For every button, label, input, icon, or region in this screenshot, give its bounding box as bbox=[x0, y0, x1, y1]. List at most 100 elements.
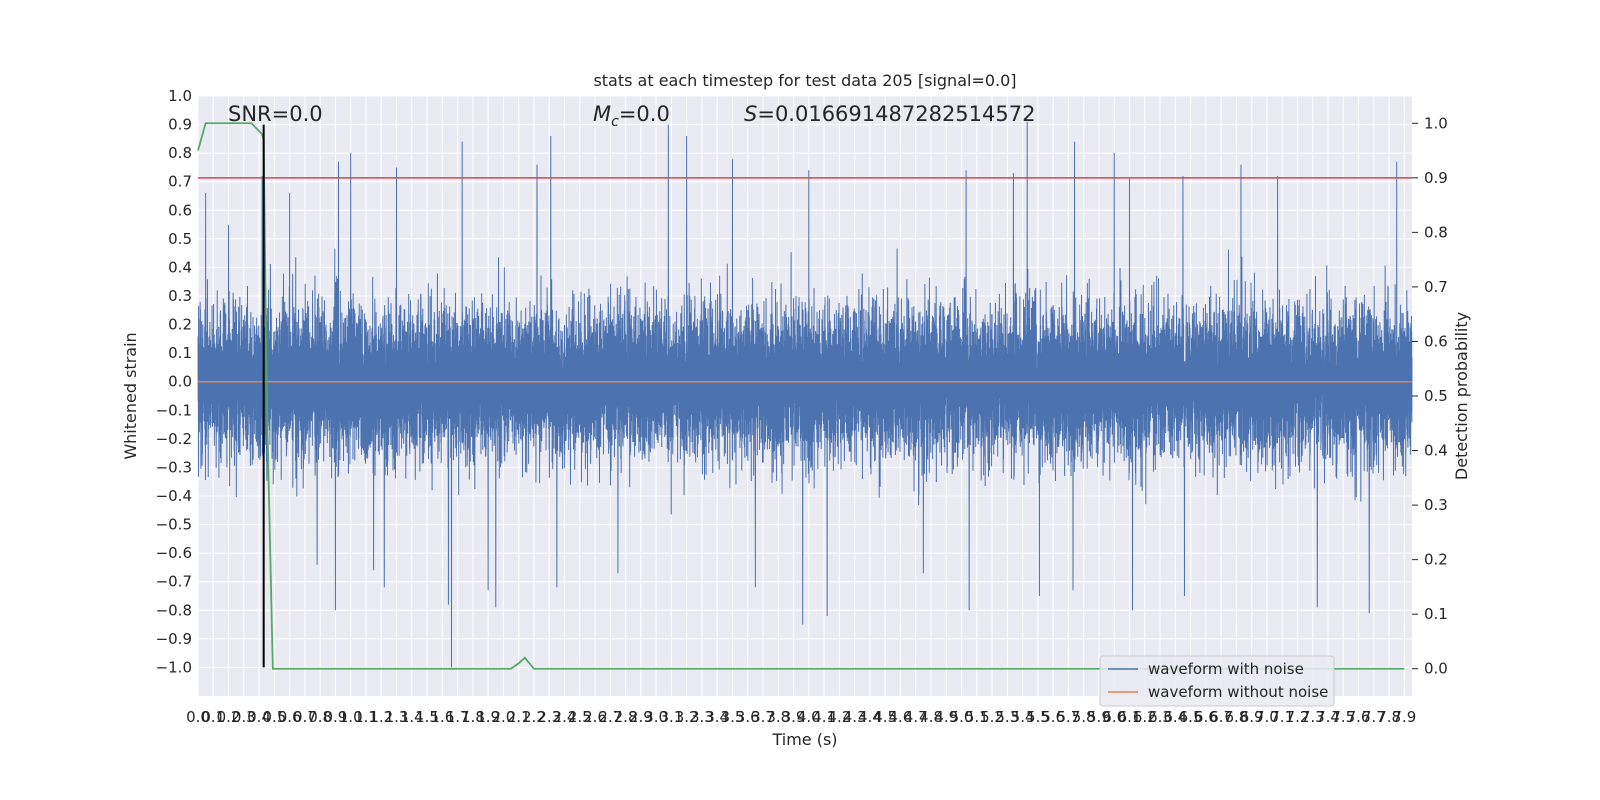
x-tick-label: 7.9 bbox=[1392, 708, 1416, 726]
series-detection-probability bbox=[197, 122, 1405, 670]
y-tick-label-left: 0.3 bbox=[168, 287, 192, 305]
x-tick-label: 6.9 bbox=[1240, 708, 1264, 726]
x-tick-label: 2.3 bbox=[537, 708, 561, 726]
x-tick-label: 0.0 bbox=[186, 708, 210, 726]
x-tick-label: 6.1 bbox=[1118, 708, 1142, 726]
x-tick-label: 0.7 bbox=[293, 708, 317, 726]
legend-label-waveform-with-noise: waveform with noise bbox=[1148, 660, 1304, 678]
x-tick-label: 2.7 bbox=[598, 708, 622, 726]
x-tick-label: 6.7 bbox=[1209, 708, 1233, 726]
x-tick-labels: 0.00.10.20.30.40.50.60.70.80.91.01.11.21… bbox=[186, 708, 1416, 726]
chirp-mass-value: =0.0 bbox=[619, 102, 670, 126]
x-tick-label: 3.8 bbox=[766, 708, 790, 726]
x-tick-label: 7.5 bbox=[1331, 708, 1355, 726]
chart-title: stats at each timestep for test data 205… bbox=[593, 71, 1016, 90]
x-tick-label: 0.9 bbox=[324, 708, 348, 726]
y-tick-label-left: 0.4 bbox=[168, 258, 192, 276]
x-tick-label: 4.7 bbox=[904, 708, 928, 726]
x-tick-label: 5.6 bbox=[1041, 708, 1065, 726]
x-tick-label: 1.1 bbox=[354, 708, 378, 726]
y-tick-label-left: 0.0 bbox=[168, 373, 192, 391]
y-tick-label-left: 0.9 bbox=[168, 116, 192, 134]
x-tick-label: 3.2 bbox=[675, 708, 699, 726]
x-tick-label: 3.0 bbox=[644, 708, 668, 726]
y-tick-label-left: −0.2 bbox=[156, 430, 192, 448]
x-tick-label: 4.2 bbox=[827, 708, 851, 726]
x-tick-label: 0.5 bbox=[262, 708, 286, 726]
x-tick-label: 1.5 bbox=[415, 708, 439, 726]
y-tick-label-right: 0.5 bbox=[1424, 387, 1448, 405]
y-tick-label-left: −0.7 bbox=[156, 573, 192, 591]
y-tick-label-left: 0.8 bbox=[168, 144, 192, 162]
y-tick-labels-left: 1.0 0.9 0.8 0.7 0.6 0.5 0.4 0.3 0.2 0.1 0.0 −0.1 −0.… bbox=[156, 87, 192, 676]
series-waveform-with-noise bbox=[197, 121, 1413, 668]
y-tick-label-left: −0.9 bbox=[156, 630, 192, 648]
y-tick-label-right: 0.9 bbox=[1424, 169, 1448, 187]
x-tick-label: 0.1 bbox=[201, 708, 225, 726]
x-tick-label: 2.2 bbox=[522, 708, 546, 726]
y-tick-label-left: −0.6 bbox=[156, 544, 192, 562]
x-tick-label: 4.4 bbox=[858, 708, 882, 726]
y-tick-labels-right: 1.0 0.9 0.8 0.7 0.6 0.5 0.4 0.3 0.2 0.1 0.0 bbox=[1412, 114, 1448, 678]
x-tick-label: 3.6 bbox=[736, 708, 760, 726]
snr-annotation: SNR=0.0 bbox=[228, 102, 323, 126]
x-tick-label: 2.1 bbox=[507, 708, 531, 726]
reference-lines bbox=[198, 124, 1412, 668]
x-tick-label: 4.1 bbox=[812, 708, 836, 726]
x-tick-label: 2.0 bbox=[491, 708, 515, 726]
x-tick-label: 0.8 bbox=[308, 708, 332, 726]
x-tick-label: 5.1 bbox=[965, 708, 989, 726]
y-tick-label-right: 0.3 bbox=[1424, 496, 1448, 514]
x-tick-label: 6.3 bbox=[1148, 708, 1172, 726]
y-tick-label-left: 0.6 bbox=[168, 201, 192, 219]
chirp-mass-annotation: Mc=0.0 bbox=[593, 102, 670, 130]
y-tick-label-right: 0.8 bbox=[1424, 223, 1448, 241]
x-tick-label: 0.6 bbox=[278, 708, 302, 726]
x-tick-label: 6.5 bbox=[1179, 708, 1203, 726]
x-tick-label: 3.9 bbox=[782, 708, 806, 726]
s-value: =0.016691487282514572 bbox=[757, 102, 1035, 126]
y-tick-label-left: 0.7 bbox=[168, 173, 192, 191]
x-tick-label: 4.6 bbox=[889, 708, 913, 726]
series-layer bbox=[197, 121, 1413, 670]
x-tick-label: 2.5 bbox=[568, 708, 592, 726]
x-axis-label: Time (s) bbox=[771, 730, 837, 749]
y-tick-label-left: −0.5 bbox=[156, 516, 192, 534]
x-tick-label: 6.6 bbox=[1194, 708, 1218, 726]
x-tick-label: 1.3 bbox=[385, 708, 409, 726]
x-tick-label: 4.0 bbox=[797, 708, 821, 726]
chirp-mass-symbol: M bbox=[593, 102, 611, 126]
y-tick-label-right: 0.2 bbox=[1424, 551, 1448, 569]
y-tick-label-right: 0.6 bbox=[1424, 332, 1448, 350]
y-tick-label-right: 0.4 bbox=[1424, 442, 1448, 460]
x-tick-label: 7.0 bbox=[1255, 708, 1279, 726]
x-tick-label: 4.9 bbox=[934, 708, 958, 726]
x-tick-label: 3.4 bbox=[705, 708, 729, 726]
x-tick-label: 4.3 bbox=[843, 708, 867, 726]
legend-label-waveform-without-noise: waveform without noise bbox=[1148, 683, 1328, 701]
s-annotation: S=0.016691487282514572 bbox=[744, 102, 1035, 126]
x-tick-label: 3.1 bbox=[659, 708, 683, 726]
x-tick-label: 1.8 bbox=[461, 708, 485, 726]
x-tick-label: 5.7 bbox=[1056, 708, 1080, 726]
x-tick-label: 7.2 bbox=[1286, 708, 1310, 726]
x-tick-label: 7.7 bbox=[1362, 708, 1386, 726]
x-tick-label: 2.8 bbox=[614, 708, 638, 726]
y-tick-label-left: 1.0 bbox=[168, 87, 192, 105]
y-tick-label-right: 0.1 bbox=[1424, 605, 1448, 623]
x-tick-label: 5.0 bbox=[950, 708, 974, 726]
y-tick-label-left: −0.4 bbox=[156, 487, 192, 505]
x-tick-label: 2.9 bbox=[629, 708, 653, 726]
x-tick-label: 0.3 bbox=[232, 708, 256, 726]
x-tick-label: 5.3 bbox=[995, 708, 1019, 726]
y-tick-label-right: 0.0 bbox=[1424, 660, 1448, 678]
x-tick-label: 5.9 bbox=[1087, 708, 1111, 726]
x-tick-label: 6.4 bbox=[1163, 708, 1187, 726]
x-tick-label: 3.5 bbox=[721, 708, 745, 726]
x-tick-label: 6.8 bbox=[1224, 708, 1248, 726]
chirp-mass-subscript: c bbox=[611, 114, 619, 130]
x-tick-label: 7.4 bbox=[1316, 708, 1340, 726]
x-tick-label: 7.1 bbox=[1270, 708, 1294, 726]
x-tick-label: 0.4 bbox=[247, 708, 271, 726]
x-tick-label: 1.4 bbox=[400, 708, 424, 726]
